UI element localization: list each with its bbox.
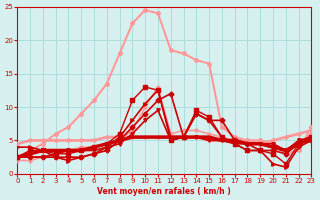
X-axis label: Vent moyen/en rafales ( km/h ): Vent moyen/en rafales ( km/h ) xyxy=(98,187,231,196)
